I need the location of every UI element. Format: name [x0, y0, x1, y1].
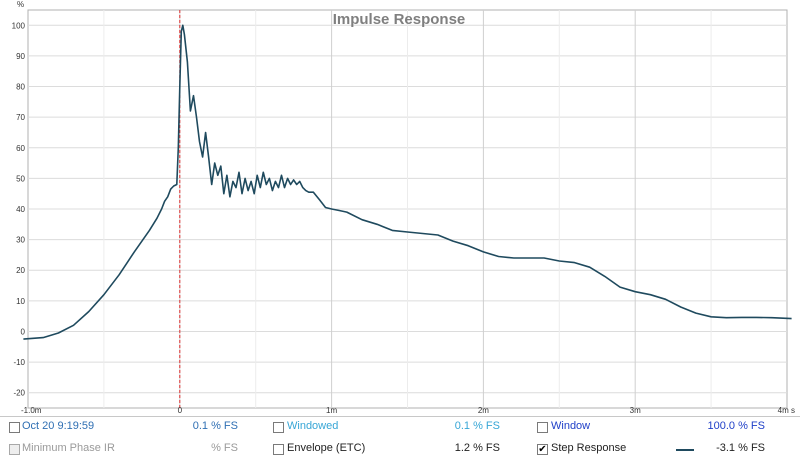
- checkbox-minimum-phase[interactable]: [9, 444, 20, 455]
- checkbox-step-response[interactable]: ✔: [537, 444, 548, 455]
- x-tick-label: 3m: [630, 406, 641, 415]
- legend-value-envelope: 1.2 % FS: [454, 442, 500, 454]
- legend-label-windowed: Windowed: [287, 420, 339, 432]
- legend-row-2: Minimum Phase IR % FS Envelope (ETC) 1.2…: [0, 439, 800, 461]
- legend-value-step-response: -3.1 % FS: [716, 442, 765, 454]
- x-tick-label: -1.0m: [21, 406, 42, 415]
- x-tick-labels: -1.0m 0 1m 2m 3m 4m s: [21, 406, 795, 415]
- y-tick-label: 70: [16, 113, 25, 122]
- y-tick-label: 10: [16, 297, 25, 306]
- legend-value-minimum-phase: % FS: [211, 442, 238, 454]
- legend-value-window: 100.0 % FS: [707, 420, 765, 432]
- y-tick-label: 30: [16, 236, 25, 245]
- grid: [28, 10, 787, 408]
- legend-value-windowed: 0.1 % FS: [454, 420, 500, 432]
- y-tick-label: 0: [21, 327, 26, 336]
- legend-value-measurement: 0.1 % FS: [192, 420, 238, 432]
- series-line: [23, 24, 792, 340]
- checkbox-windowed[interactable]: [273, 422, 284, 433]
- checkbox-window[interactable]: [537, 422, 548, 433]
- x-tick-label: 4m s: [778, 406, 795, 415]
- legend-label-measurement: Oct 20 9:19:59: [22, 420, 95, 432]
- legend-label-window: Window: [551, 420, 591, 432]
- y-tick-label: 100: [12, 21, 26, 30]
- y-tick-label: 20: [16, 266, 25, 275]
- checkbox-measurement[interactable]: [9, 422, 20, 433]
- y-tick-label: 50: [16, 174, 25, 183]
- y-tick-label: -10: [13, 358, 25, 367]
- y-tick-label: 80: [16, 83, 25, 92]
- y-axis-label: %: [17, 0, 24, 9]
- y-tick-label: 90: [16, 52, 25, 61]
- series-layer: [23, 24, 792, 340]
- x-tick-label: 1m: [326, 406, 337, 415]
- y-tick-label: 40: [16, 205, 25, 214]
- y-tick-label: -20: [13, 389, 25, 398]
- chart-title: Impulse Response: [333, 11, 466, 28]
- legend-label-envelope: Envelope (ETC): [287, 442, 366, 454]
- legend-row-1: Oct 20 9:19:59 0.1 % FS Windowed 0.1 % F…: [0, 417, 800, 439]
- y-tick-label: 60: [16, 144, 25, 153]
- check-mark-icon: ✔: [538, 444, 547, 455]
- x-tick-label: 0: [178, 406, 183, 415]
- legend-label-minimum-phase: Minimum Phase IR: [22, 442, 115, 454]
- checkbox-envelope[interactable]: [273, 444, 284, 455]
- x-tick-label: 2m: [478, 406, 489, 415]
- legend-swatch-step-response: [676, 449, 694, 451]
- legend-label-step-response: Step Response: [551, 442, 627, 454]
- legend-panel: Oct 20 9:19:59 0.1 % FS Windowed 0.1 % F…: [0, 416, 800, 461]
